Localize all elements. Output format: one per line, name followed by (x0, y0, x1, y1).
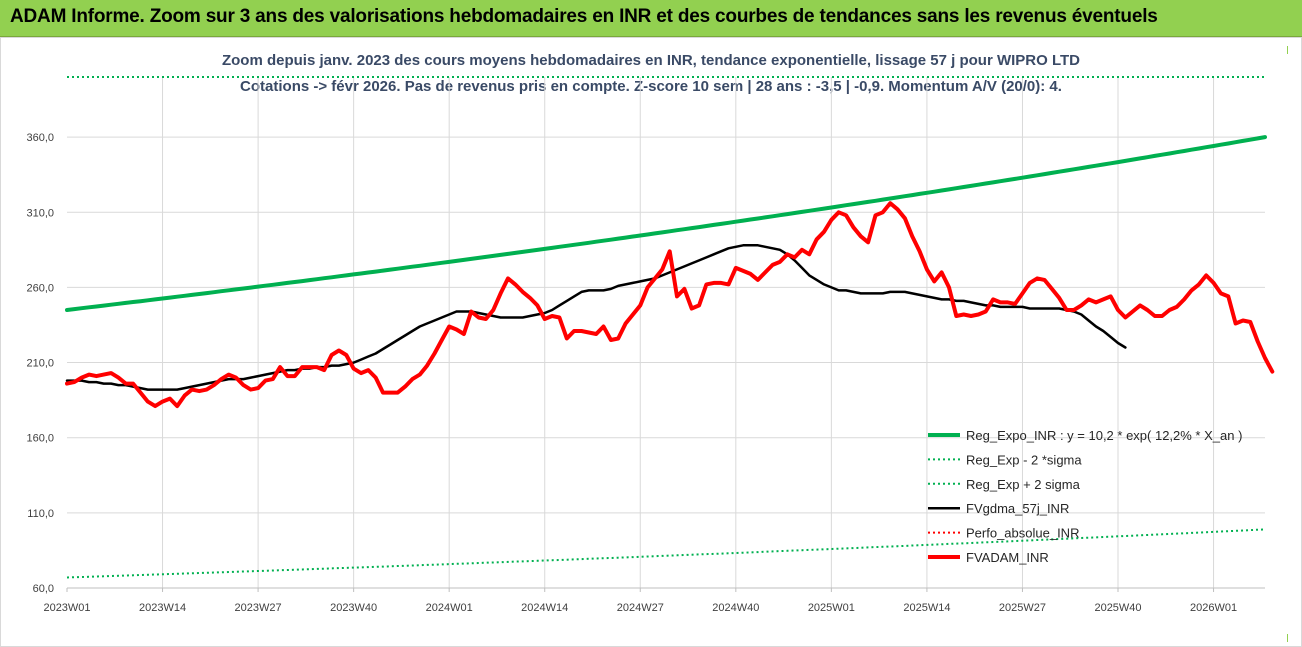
y-tick-label: 310,0 (26, 207, 54, 219)
series (65, 76, 1275, 579)
corner-marker-bottom (1287, 634, 1288, 642)
y-tick-label: 160,0 (26, 433, 54, 445)
y-axis: 60,0 110,0 160,0 210,0 260,0 310,0 360,0 (26, 132, 54, 595)
legend-item-fvgdma: FVgdma_57j_INR (928, 501, 1069, 516)
x-tick-label: 2024W14 (521, 602, 568, 614)
legend-item-reg-minus: Reg_Exp - 2 *sigma (928, 452, 1082, 467)
report-title: ADAM Informe. Zoom sur 3 ans des valoris… (10, 6, 1158, 27)
report-banner: ADAM Informe. Zoom sur 3 ans des valoris… (0, 0, 1302, 37)
grid (67, 77, 1265, 589)
legend-label: Perfo_absolue_INR (966, 526, 1079, 541)
x-tick-label: 2023W27 (235, 602, 282, 614)
legend-label: Reg_Exp + 2 sigma (966, 477, 1081, 492)
regression-minus-2sigma-line (66, 528, 1266, 579)
fvgdma-57j-line (65, 244, 1127, 391)
y-tick-label: 60,0 (33, 583, 54, 595)
x-tick-label: 2023W14 (139, 602, 186, 614)
x-tick-label: 2023W01 (43, 602, 90, 614)
corner-marker-top (1287, 46, 1288, 54)
x-tick-label: 2024W01 (426, 602, 473, 614)
x-tick-label: 2024W27 (617, 602, 664, 614)
chart-title-line2: Cotations -> févr 2026. Pas de revenus p… (240, 78, 1062, 95)
x-axis: 2023W01 2023W14 2023W27 2023W40 2024W01 2024W… (43, 587, 1265, 614)
y-tick-label: 210,0 (26, 358, 54, 370)
x-tick-label: 2026W01 (1190, 602, 1237, 614)
legend-label: Reg_Expo_INR : y = 10,2 * exp( 12,2% * X… (966, 428, 1242, 443)
legend-item-reg-plus: Reg_Exp + 2 sigma (928, 477, 1081, 492)
x-tick-label: 2025W40 (1094, 602, 1141, 614)
legend-item-perfo: Perfo_absolue_INR (928, 526, 1079, 541)
x-tick-label: 2024W40 (712, 602, 759, 614)
legend-item-reg-expo: Reg_Expo_INR : y = 10,2 * exp( 12,2% * X… (928, 428, 1242, 443)
y-tick-label: 360,0 (26, 132, 54, 144)
legend-label: FVgdma_57j_INR (966, 501, 1069, 516)
y-tick-label: 110,0 (27, 508, 54, 520)
legend-label: Reg_Exp - 2 *sigma (966, 452, 1082, 467)
regression-exp-line (65, 135, 1267, 312)
x-tick-label: 2023W40 (330, 602, 377, 614)
legend: Reg_Expo_INR : y = 10,2 * exp( 12,2% * X… (928, 428, 1242, 565)
y-tick-label: 260,0 (26, 282, 54, 294)
x-tick-label: 2025W27 (999, 602, 1046, 614)
x-tick-label: 2025W14 (903, 602, 950, 614)
legend-label: FVADAM_INR (966, 550, 1049, 565)
x-tick-label: 2025W01 (808, 602, 855, 614)
fvadam-line (65, 201, 1275, 409)
chart-title-line1: Zoom depuis janv. 2023 des cours moyens … (221, 52, 1080, 69)
legend-item-fvadam: FVADAM_INR (928, 550, 1049, 565)
